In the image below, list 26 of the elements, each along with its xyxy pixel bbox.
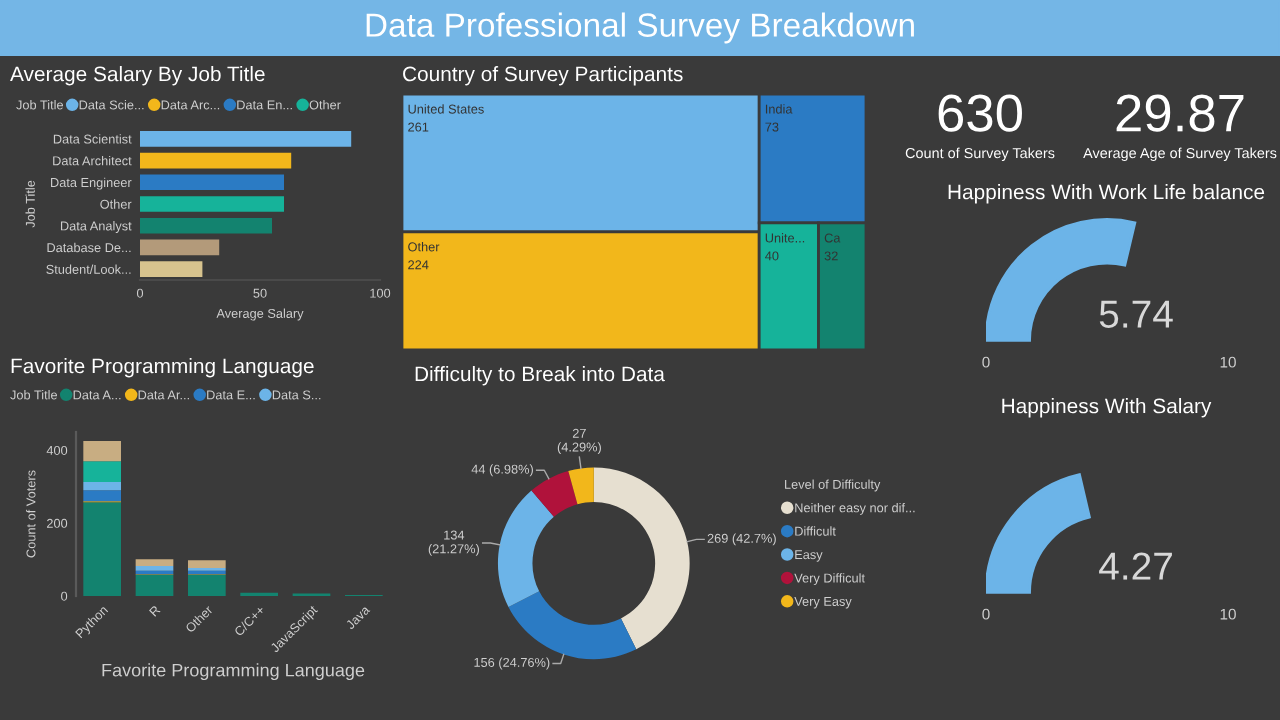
- donut-slice: [593, 467, 690, 650]
- text: Happiness With Work Life balance: [948, 184, 1265, 204]
- chart-title: Difficulty to Break into Data: [415, 366, 665, 386]
- bar: [83, 441, 122, 462]
- text: Happiness With Salary: [1002, 398, 1212, 418]
- bar: [187, 574, 226, 596]
- x-axis-title: Favorite Programming Language: [102, 663, 365, 681]
- bar: [135, 559, 174, 567]
- text: Data Professional Survey Breakdown: [366, 12, 914, 44]
- chart-title: Average Salary By Job Title: [10, 66, 265, 86]
- text: Country of Survey Participants: [403, 66, 683, 86]
- bar: [135, 574, 174, 596]
- bar: [83, 490, 122, 502]
- bar: [83, 502, 122, 596]
- donut-slice: [568, 467, 594, 505]
- data-label: 5.74: [1099, 300, 1173, 328]
- donut-slice: [497, 490, 554, 608]
- donut-slice: [508, 591, 637, 660]
- donut-slice: [531, 470, 578, 517]
- data-label: 4.27: [1099, 552, 1172, 580]
- bar: [83, 481, 122, 491]
- bar: [83, 461, 122, 482]
- data-label: 630: [938, 94, 1022, 132]
- data-label: 29.87: [1116, 94, 1244, 132]
- bar: [187, 560, 226, 568]
- chart-title: Favorite Programming Language: [11, 358, 314, 378]
